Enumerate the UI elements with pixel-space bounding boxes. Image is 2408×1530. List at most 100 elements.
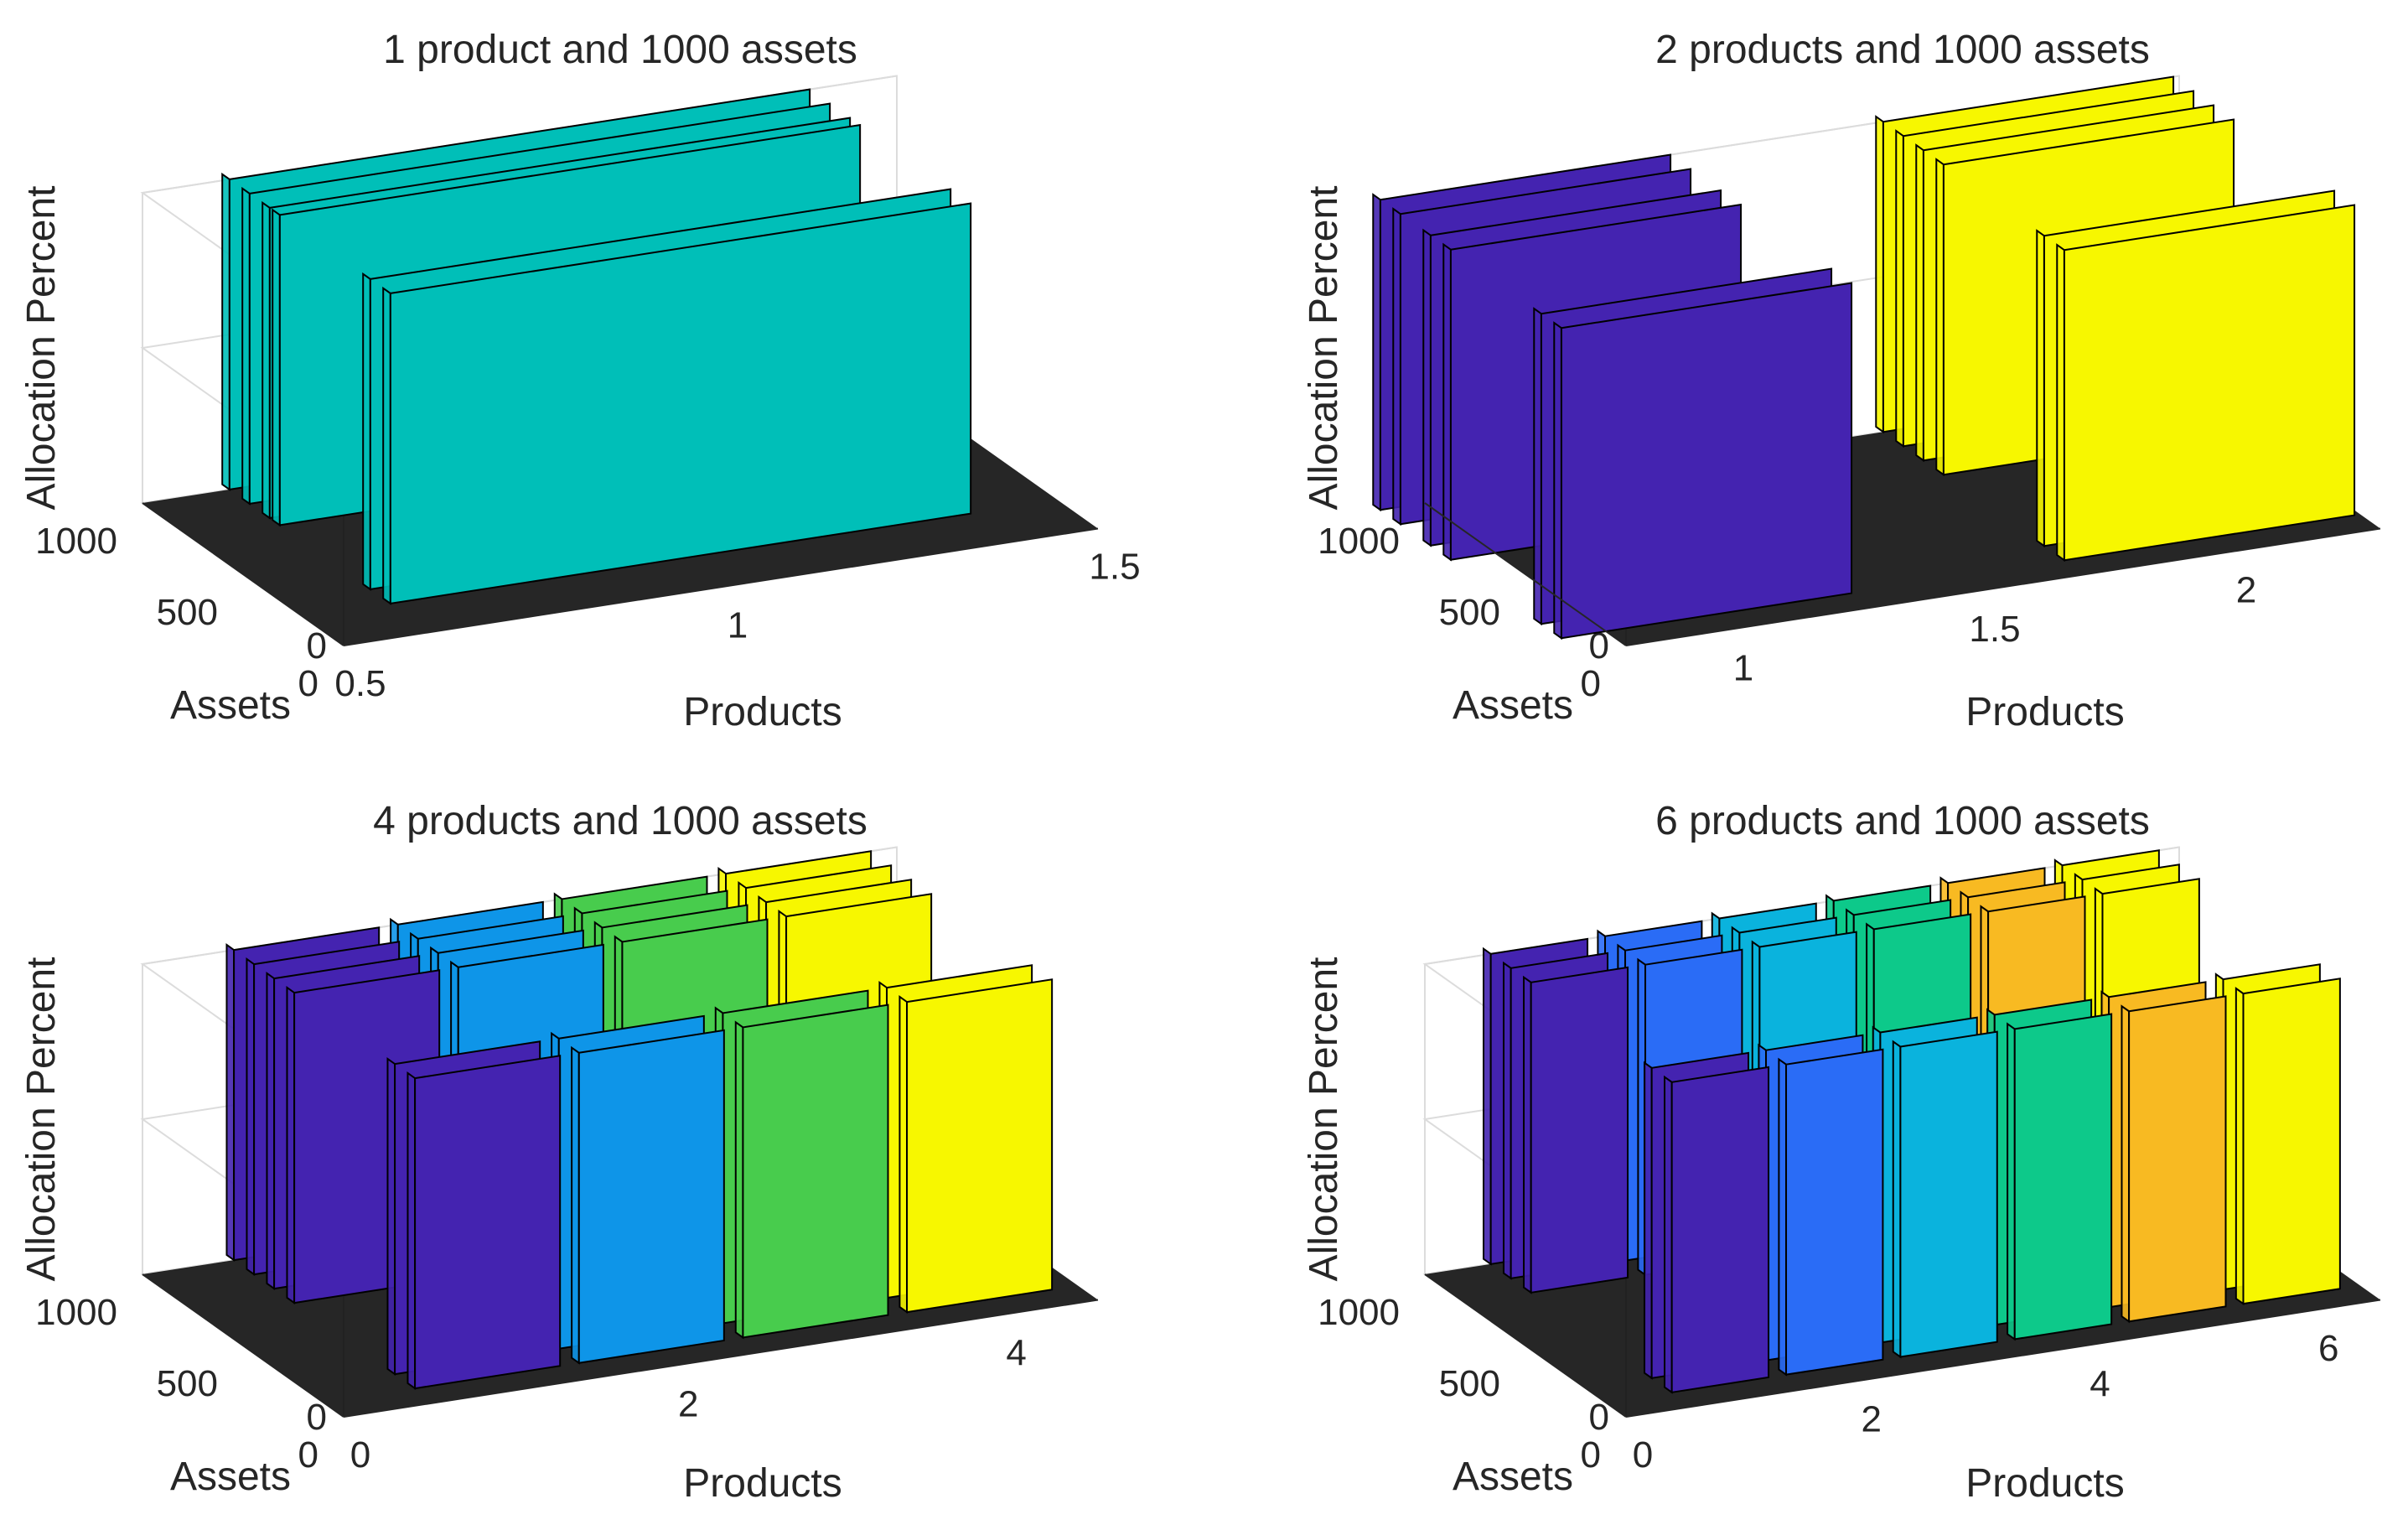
bar-side [241,186,251,506]
x-axis-line [1625,527,2381,646]
bar-side [1442,242,1452,562]
y-axis-line [142,502,344,646]
x-tick-label: 2 [678,1383,698,1424]
bar-1-asset-100 [1670,1066,1770,1393]
x-axis-line [1625,1299,2381,1418]
x-tick-label: 1 [728,604,748,646]
bar-side [266,972,276,1291]
bar-3-asset-100 [742,1004,889,1339]
chart-title: 2 products and 1000 assets [1655,28,2150,72]
y-tick-label: 0 [298,1434,318,1476]
x-tick-label: 1 [1733,647,1753,688]
bar-1-asset-100 [1560,282,1853,640]
bar-side [262,200,271,520]
bar-side [1644,1061,1653,1380]
z-axis-label: Allocation Percent [1302,186,1346,511]
z-axis-label: Allocation Percent [19,957,64,1282]
bar-side [1503,961,1512,1280]
y-tick-label: 0 [1581,1434,1601,1476]
bar-side [1778,1057,1788,1377]
y-tick-label: 500 [157,592,218,633]
x-tick-label: 4 [1006,1333,1026,1374]
z-axis-label: Allocation Percent [19,186,64,511]
bar-side [286,986,296,1305]
y-tick-label: 500 [1439,1363,1500,1404]
bar-side [1935,158,1945,477]
bar-side [1483,947,1492,1266]
x-axis-label: Products [1965,1461,2124,1506]
y-tick-label: 1000 [1318,521,1400,562]
bar-side [221,172,230,491]
chart-title: 4 products and 1000 assets [373,799,867,843]
x-tick-label: 4 [2090,1363,2110,1404]
bar-side [2121,1004,2131,1324]
bar-2-asset-100 [2063,204,2356,562]
bar-side [1553,321,1562,641]
x-axis-line [343,1299,1099,1418]
bar-side [734,1020,744,1340]
bar-side [362,272,371,591]
x-tick-label: 0.5 [334,663,386,704]
y-tick-label: 0 [298,663,318,704]
y-axis-line [1424,502,1627,646]
x-tick-label: 2 [1861,1399,1881,1440]
chart-title: 6 products and 1000 assets [1655,799,2150,843]
x-axis-label: Products [683,690,842,734]
bar-side [246,957,256,1277]
x-tick-label: 1.5 [1089,547,1140,588]
y-axis-label: Assets [1453,1455,1573,1499]
y-tick-label: 1000 [1318,1292,1400,1333]
y-tick-label: 1000 [35,521,117,562]
subplot-3: 0510024050010004 products and 1000 asset… [19,799,1099,1506]
y-axis-label: Assets [170,683,291,728]
x-axis-label: Products [1965,690,2124,734]
bar-side [2007,1022,2016,1341]
bar-side [1875,115,1884,434]
y-axis-label: Assets [170,1455,291,1499]
bar-side [2056,243,2065,563]
chart-title: 1 product and 1000 assets [383,28,857,72]
bar-side [386,1057,396,1377]
bar-1-asset-800 [1530,966,1629,1294]
bar-1-asset-100 [414,1055,562,1390]
bar-side [382,286,391,605]
bar-side [571,1045,580,1365]
bar-side [1915,143,1924,463]
bar-side [1664,1075,1673,1394]
bar-4-asset-100 [906,978,1054,1314]
bar-side [2036,229,2045,548]
bar-side [272,208,281,527]
bar-side [2235,987,2245,1306]
y-tick-label: 1000 [35,1292,117,1333]
bar-2-asset-100 [577,1029,725,1364]
bar-5-asset-100 [2128,995,2227,1323]
bar-side [1422,228,1432,547]
bar-1-asset-200 [389,202,972,605]
y-axis-line [142,1273,344,1418]
x-tick-label: 1.5 [1969,609,2020,650]
x-tick-label: 6 [2318,1328,2338,1369]
bar-4-asset-100 [2013,1013,2113,1341]
y-axis-line [1424,1273,1627,1418]
bar-side [407,1071,417,1391]
bar-side [1523,975,1532,1294]
bar-3-asset-100 [1899,1030,1998,1358]
subplot-4: 05100246050010006 products and 1000 asse… [1302,799,2381,1506]
bar-2-asset-100 [1785,1048,1884,1376]
x-tick-label: 0 [350,1434,370,1476]
bar-side [1392,207,1401,526]
bar-side [1892,1040,1902,1359]
x-tick-label: 2 [2236,569,2256,610]
bar-6-asset-100 [2242,978,2341,1305]
z-axis-label: Allocation Percent [1302,957,1346,1282]
bar-side [225,943,236,1263]
y-tick-label: 0 [1581,663,1601,704]
bar-side [1533,307,1542,626]
y-axis-label: Assets [1453,683,1573,728]
bar-side [1895,129,1904,449]
bar-side [1372,193,1381,512]
bar-side [898,995,909,1315]
x-axis-label: Products [683,1461,842,1506]
